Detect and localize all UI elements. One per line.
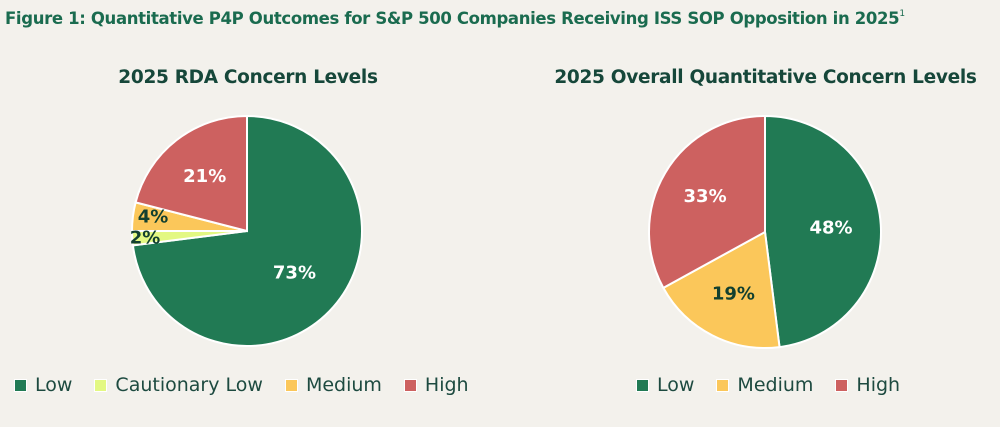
- overall-legend-item-high: High: [835, 374, 900, 396]
- legend-label: Low: [35, 374, 73, 396]
- legend-swatch-high: [835, 378, 849, 392]
- footnote-marker: 1: [899, 8, 905, 19]
- legend-label: High: [856, 374, 901, 396]
- rda-chart-title: 2025 RDA Concern Levels: [118, 67, 378, 88]
- rda-legend: Low Cautionary Low Medium High: [14, 374, 491, 396]
- rda-data-label-cautionary-low: 2%: [130, 228, 161, 249]
- legend-swatch-high: [403, 378, 417, 392]
- legend-swatch-medium: [284, 378, 298, 392]
- overall-legend-item-medium: Medium: [716, 374, 813, 396]
- rda-legend-item-high: High: [403, 374, 469, 396]
- legend-swatch-low: [14, 378, 27, 392]
- overall-legend-item-low: Low: [636, 374, 694, 396]
- legend-swatch-low: [636, 378, 649, 392]
- figure-title: Figure 1: Quantitative P4P Outcomes for …: [5, 8, 905, 29]
- overall-slice-medium: [661, 230, 781, 349]
- figure-title-text: Figure 1: Quantitative P4P Outcomes for …: [5, 9, 900, 28]
- rda-data-label-low: 73%: [273, 262, 316, 283]
- overall-data-label-low: 48%: [809, 217, 852, 238]
- overall-slice-low: [764, 114, 882, 349]
- rda-legend-item-medium: Medium: [284, 374, 382, 396]
- rda-legend-item-cautionary-low: Cautionary Low: [94, 374, 263, 396]
- rda-data-label-medium: 4%: [138, 207, 169, 228]
- rda-slice-high: [134, 114, 248, 233]
- overall-legend: Low Medium High: [636, 374, 922, 396]
- overall-data-label-high: 33%: [684, 186, 727, 207]
- legend-label: Medium: [305, 374, 382, 396]
- overall-chart-title: 2025 Overall Quantitative Concern Levels: [554, 67, 977, 88]
- legend-swatch-cautionary-low: [94, 378, 108, 392]
- overall-slice-high: [648, 114, 766, 290]
- rda-legend-item-low: Low: [14, 374, 72, 396]
- legend-label: Cautionary Low: [115, 374, 263, 396]
- legend-label: Low: [657, 374, 695, 396]
- legend-label: Medium: [737, 374, 814, 396]
- legend-swatch-medium: [716, 378, 730, 392]
- rda-data-label-high: 21%: [183, 166, 226, 187]
- legend-label: High: [424, 374, 469, 396]
- overall-data-label-medium: 19%: [712, 284, 755, 305]
